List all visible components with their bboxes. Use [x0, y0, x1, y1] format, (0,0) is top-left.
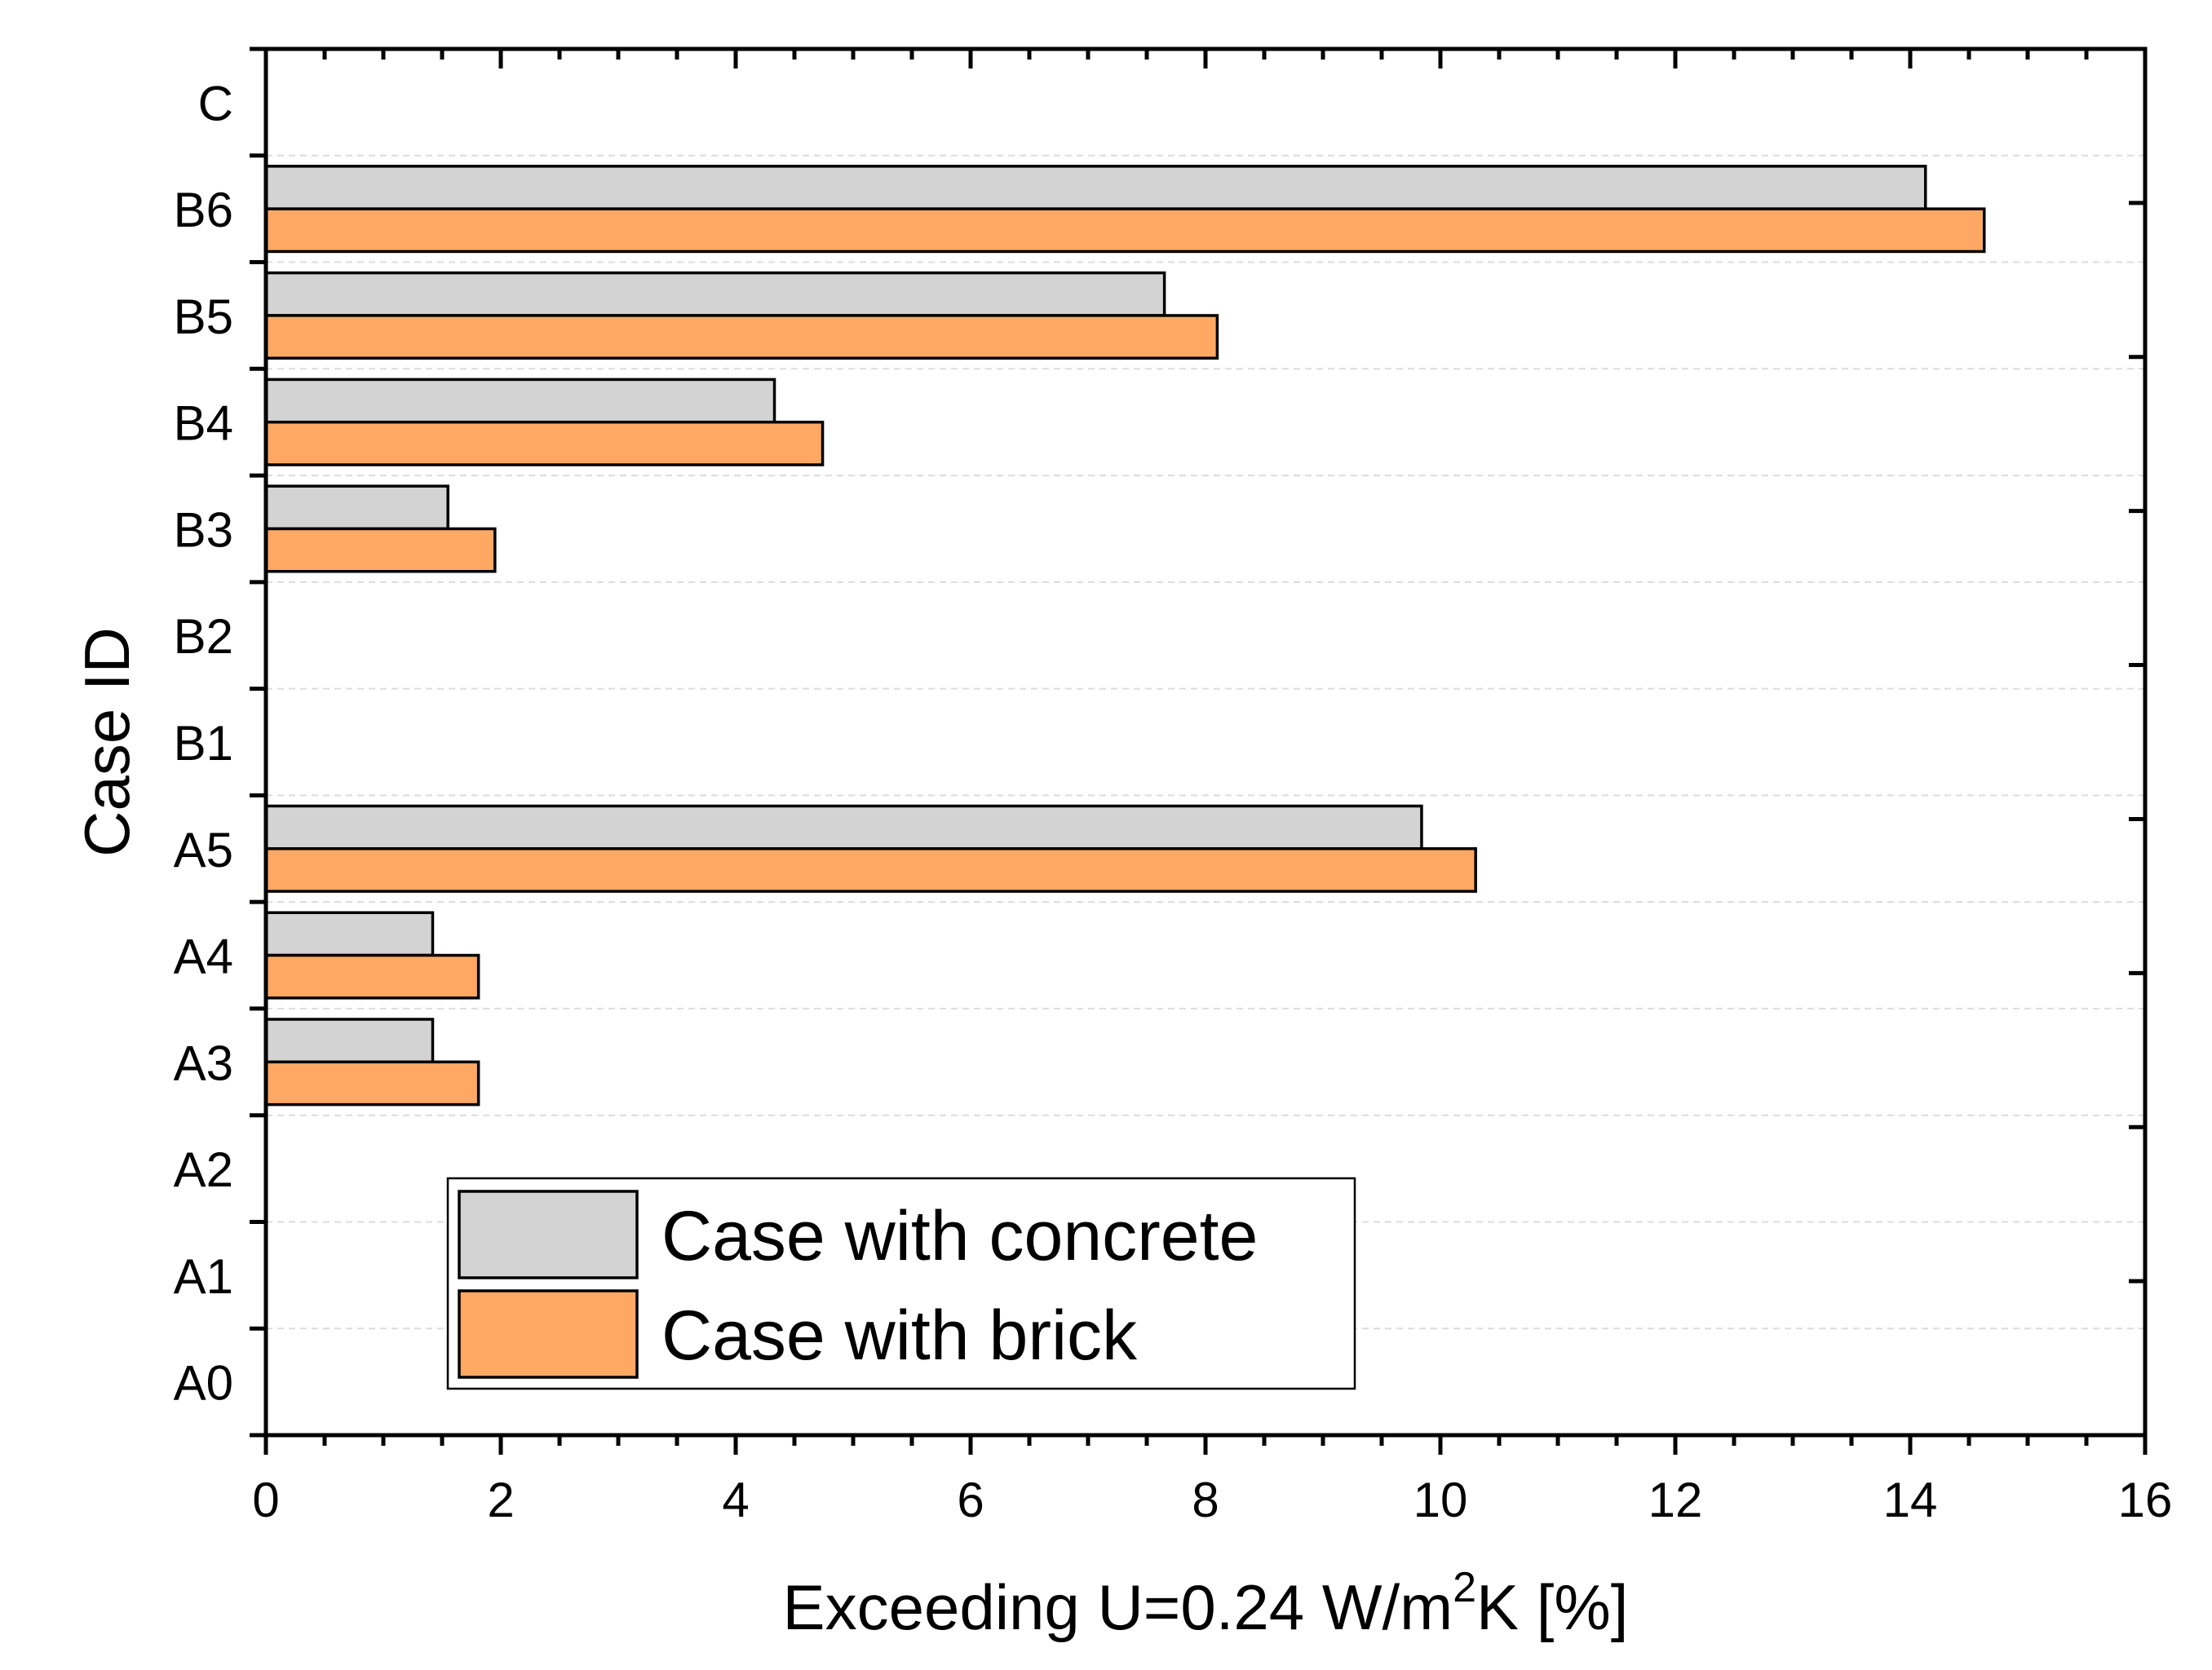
y-axis-title: Case ID: [71, 627, 143, 857]
legend-swatch-brick: [458, 1289, 639, 1379]
y-tick-label: B6: [174, 183, 233, 237]
bar-a3-brick: [264, 1060, 480, 1107]
x-tick-label: 10: [1413, 1473, 1468, 1527]
bars: [264, 165, 1986, 1107]
bar-a3-concrete: [264, 1018, 435, 1064]
bar-a4-brick: [264, 953, 480, 1000]
x-tick-label: 0: [252, 1473, 279, 1527]
y-tick-label: B5: [174, 289, 233, 344]
bar-a5-concrete: [264, 804, 1423, 850]
legend-label-brick: Case with brick: [661, 1297, 1138, 1375]
x-tick-label: 4: [722, 1473, 749, 1527]
y-tick-label: A5: [174, 823, 233, 877]
bar-a4-concrete: [264, 911, 435, 957]
bar-b5-brick: [264, 314, 1219, 360]
y-tick-labels: C B6 B5 B4 B3 B2 B1 A5 A4 A3 A2 A1 A0: [174, 76, 233, 1410]
y-tick-label: A4: [174, 930, 233, 984]
legend: Case with concrete Case with brick: [446, 1177, 1356, 1390]
y-tick-label: B3: [174, 502, 233, 557]
x-tick-labels: 0 2 4 6 8 10 12 14 16: [252, 1473, 2172, 1527]
x-tick-label: 16: [2118, 1473, 2173, 1527]
y-tick-label: A2: [174, 1142, 233, 1197]
y-tick-label: A3: [174, 1036, 233, 1090]
axis-ticks: [250, 46, 2148, 1455]
bar-b4-brick: [264, 420, 825, 466]
bar-b3-concrete: [264, 484, 449, 531]
y-tick-label: C: [198, 76, 233, 130]
bar-b4-concrete: [264, 378, 776, 424]
bar-b6-brick: [264, 207, 1986, 254]
x-tick-label: 14: [1883, 1473, 1938, 1527]
x-tick-label: 12: [1648, 1473, 1703, 1527]
bar-b3-brick: [264, 527, 497, 573]
y-tick-label: B1: [174, 716, 233, 771]
y-tick-label: A1: [174, 1249, 233, 1304]
legend-swatch-concrete: [458, 1190, 639, 1279]
bar-b5-concrete: [264, 271, 1166, 317]
x-tick-label: 8: [1192, 1473, 1219, 1527]
x-axis-title-superscript: 2: [1453, 1564, 1476, 1611]
bar-a5-brick: [264, 847, 1477, 893]
legend-label-concrete: Case with concrete: [661, 1197, 1258, 1275]
x-axis-title: Exceeding U=0.24 W/m2K [%]: [783, 1564, 1629, 1643]
y-tick-label: B4: [174, 396, 233, 451]
x-tick-label: 2: [487, 1473, 514, 1527]
y-tick-label: B2: [174, 609, 233, 664]
x-tick-label: 6: [957, 1473, 984, 1527]
bar-b6-concrete: [264, 165, 1927, 210]
y-tick-label: A0: [174, 1356, 233, 1411]
